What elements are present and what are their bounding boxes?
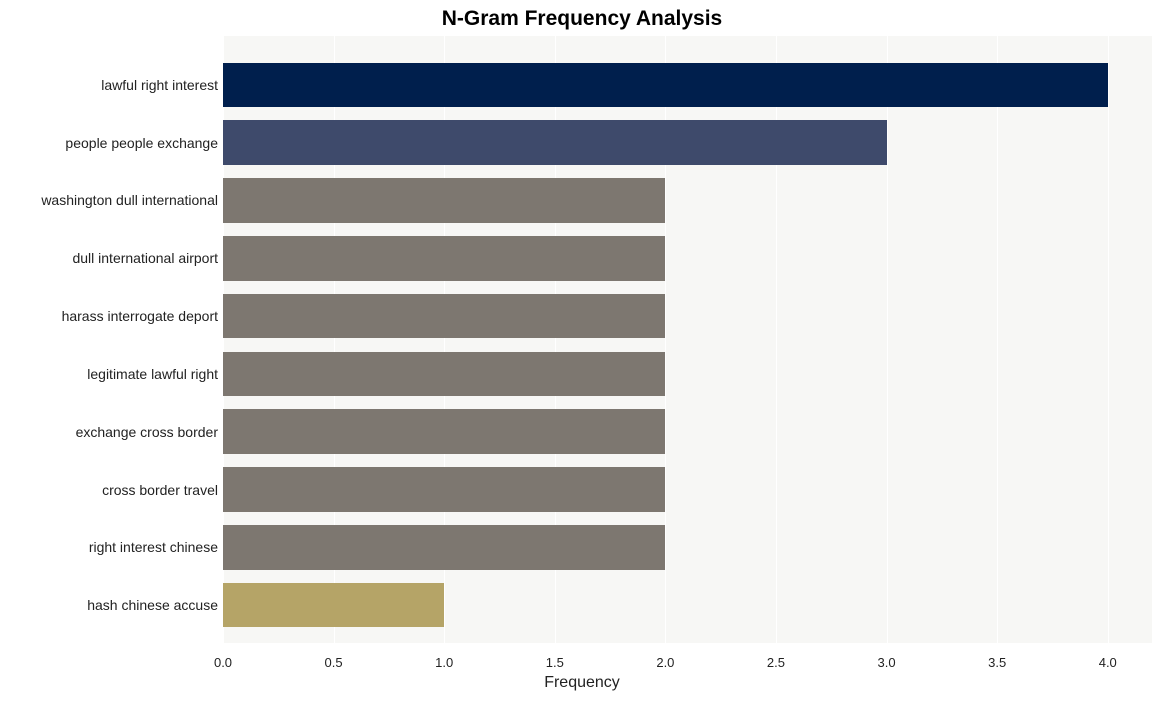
x-tick-label: 1.0 (435, 655, 453, 670)
y-tick-label: legitimate lawful right (4, 366, 218, 382)
bar (223, 409, 665, 454)
x-tick-label: 3.0 (878, 655, 896, 670)
y-tick-label: harass interrogate deport (4, 308, 218, 324)
plot-area (223, 36, 1152, 643)
y-tick-label: hash chinese accuse (4, 597, 218, 613)
gridline (1108, 36, 1109, 643)
x-tick-label: 3.5 (988, 655, 1006, 670)
bar (223, 294, 665, 339)
y-tick-label: cross border travel (4, 482, 218, 498)
bar (223, 583, 444, 628)
bar (223, 467, 665, 512)
bar (223, 63, 1108, 108)
x-tick-label: 0.5 (325, 655, 343, 670)
gridline (887, 36, 888, 643)
y-tick-label: right interest chinese (4, 539, 218, 555)
bar (223, 120, 887, 165)
x-tick-label: 1.5 (546, 655, 564, 670)
chart-title: N-Gram Frequency Analysis (0, 7, 1164, 31)
y-tick-label: lawful right interest (4, 77, 218, 93)
x-tick-label: 0.0 (214, 655, 232, 670)
y-tick-label: people people exchange (4, 135, 218, 151)
x-tick-label: 2.0 (656, 655, 674, 670)
y-tick-label: dull international airport (4, 250, 218, 266)
y-tick-label: exchange cross border (4, 424, 218, 440)
bar (223, 236, 665, 281)
x-tick-label: 4.0 (1099, 655, 1117, 670)
gridline (997, 36, 998, 643)
y-tick-label: washington dull international (4, 192, 218, 208)
bar (223, 352, 665, 397)
x-tick-label: 2.5 (767, 655, 785, 670)
x-axis-title: Frequency (0, 674, 1164, 692)
bar (223, 178, 665, 223)
bar (223, 525, 665, 570)
